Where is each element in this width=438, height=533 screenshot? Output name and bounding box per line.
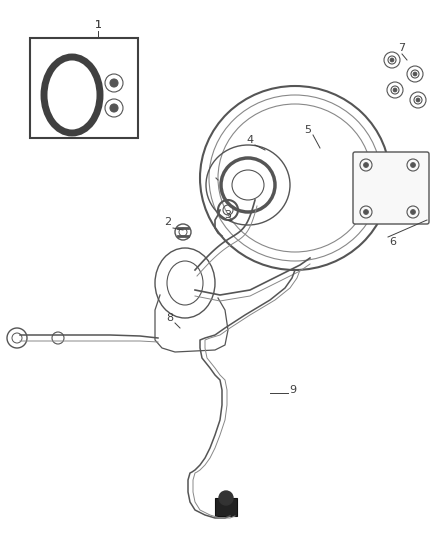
Text: 5: 5 — [304, 125, 311, 135]
Circle shape — [413, 72, 417, 76]
Circle shape — [410, 163, 416, 167]
Circle shape — [364, 163, 368, 167]
Bar — [215, 498, 237, 516]
Text: 3: 3 — [225, 210, 232, 220]
Text: 9: 9 — [290, 385, 297, 395]
Text: 2: 2 — [164, 217, 172, 227]
Circle shape — [410, 209, 416, 214]
Circle shape — [390, 58, 394, 62]
Circle shape — [110, 79, 118, 87]
FancyBboxPatch shape — [353, 152, 429, 224]
Text: 6: 6 — [389, 237, 396, 247]
Text: 1: 1 — [95, 20, 102, 30]
Text: 1: 1 — [95, 20, 102, 30]
Text: 4: 4 — [247, 135, 254, 145]
Text: 8: 8 — [166, 313, 173, 323]
Circle shape — [110, 104, 118, 112]
Circle shape — [219, 491, 233, 505]
Circle shape — [393, 88, 397, 92]
Text: 7: 7 — [399, 43, 406, 53]
Circle shape — [416, 98, 420, 102]
Circle shape — [364, 209, 368, 214]
Bar — [30, 38, 138, 138]
